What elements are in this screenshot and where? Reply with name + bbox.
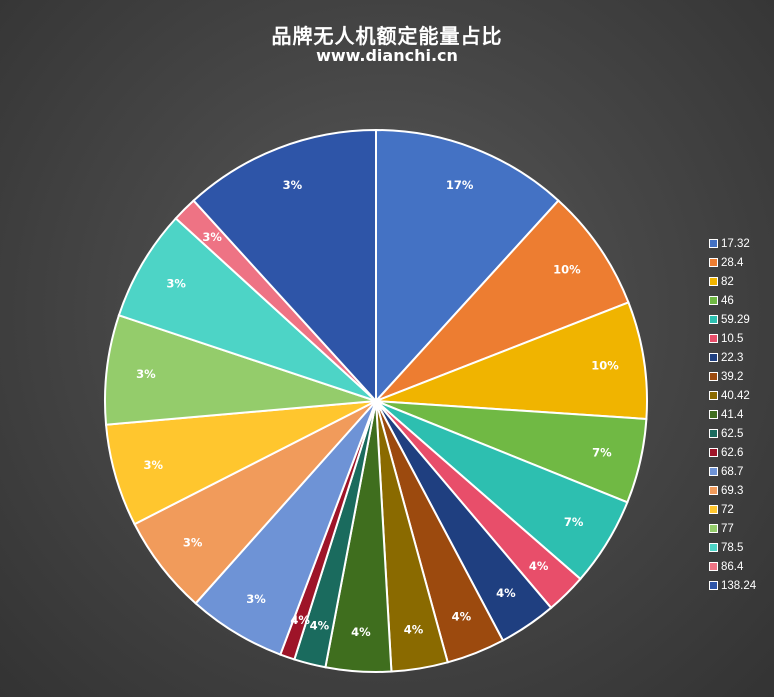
legend-label: 62.5 [721,428,743,440]
legend-item-8: 40.42 [709,386,756,405]
legend-item-0: 17.32 [709,234,756,253]
slice-label-6: 4% [496,586,516,600]
legend-item-6: 22.3 [709,348,756,367]
slice-label-0: 17% [446,178,474,192]
legend-swatch [709,277,718,286]
legend-label: 68.7 [721,466,743,478]
legend-label: 62.6 [721,447,743,459]
legend-label: 28.4 [721,257,743,269]
slice-label-16: 3% [166,277,186,291]
slice-label-17: 3% [202,230,222,244]
legend-item-12: 68.7 [709,462,756,481]
legend-label: 22.3 [721,352,743,364]
legend-label: 138.24 [721,580,756,592]
legend-item-5: 10.5 [709,329,756,348]
pie-slices [105,130,647,672]
slice-label-3: 7% [592,446,612,460]
legend-label: 86.4 [721,561,743,573]
slice-label-18: 3% [283,178,303,192]
slice-label-11: 4% [290,613,310,627]
legend-label: 17.32 [721,238,750,250]
legend-label: 10.5 [721,333,743,345]
legend-item-2: 82 [709,272,756,291]
legend-label: 39.2 [721,371,743,383]
legend-item-1: 28.4 [709,253,756,272]
legend-item-15: 77 [709,519,756,538]
legend-swatch [709,334,718,343]
legend-label: 82 [721,276,734,288]
legend-swatch [709,581,718,590]
slice-label-15: 3% [136,367,156,381]
legend-swatch [709,391,718,400]
slice-label-8: 4% [404,623,424,637]
legend-item-4: 59.29 [709,310,756,329]
slice-label-5: 4% [529,559,549,573]
legend-item-18: 138.24 [709,576,756,595]
legend-swatch [709,429,718,438]
legend-swatch [709,524,718,533]
legend-item-9: 41.4 [709,405,756,424]
legend-swatch [709,543,718,552]
legend-label: 46 [721,295,734,307]
slice-label-7: 4% [452,609,472,623]
legend: 17.32 28.4 82 46 59.29 10.5 22.3 39.2 40.42 41.4 6… [709,234,756,595]
slice-label-12: 3% [246,592,266,606]
legend-item-14: 72 [709,500,756,519]
legend-item-16: 78.5 [709,538,756,557]
legend-swatch [709,239,718,248]
legend-item-17: 86.4 [709,557,756,576]
legend-swatch [709,353,718,362]
slice-label-9: 4% [351,625,371,639]
legend-item-11: 62.6 [709,443,756,462]
legend-swatch [709,372,718,381]
slice-label-10: 4% [310,619,330,633]
legend-label: 72 [721,504,734,516]
legend-label: 40.42 [721,390,750,402]
legend-item-3: 46 [709,291,756,310]
slice-label-4: 7% [564,515,584,529]
legend-swatch [709,562,718,571]
legend-label: 69.3 [721,485,743,497]
slice-label-14: 3% [144,458,164,472]
legend-swatch [709,315,718,324]
legend-item-13: 69.3 [709,481,756,500]
legend-item-10: 62.5 [709,424,756,443]
legend-swatch [709,467,718,476]
legend-swatch [709,410,718,419]
slice-label-1: 10% [553,263,581,277]
legend-item-7: 39.2 [709,367,756,386]
legend-swatch [709,296,718,305]
legend-label: 59.29 [721,314,750,326]
slice-label-13: 3% [183,536,203,550]
legend-swatch [709,258,718,267]
legend-swatch [709,505,718,514]
legend-swatch [709,448,718,457]
legend-swatch [709,486,718,495]
legend-label: 78.5 [721,542,743,554]
legend-label: 77 [721,523,734,535]
slice-label-2: 10% [591,359,619,373]
legend-label: 41.4 [721,409,743,421]
